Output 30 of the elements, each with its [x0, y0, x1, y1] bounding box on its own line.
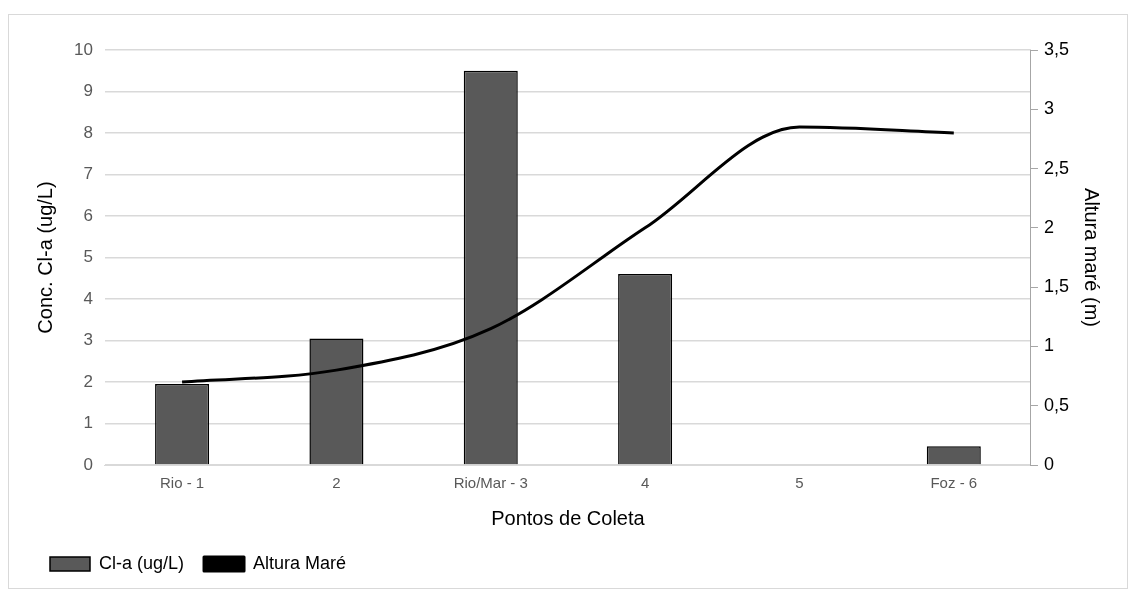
- legend-label: Cl-a (ug/L): [99, 552, 185, 573]
- legend-label: Altura Maré: [253, 552, 347, 573]
- y2-axis-title: Altura maré (m): [1081, 188, 1104, 327]
- y2-tick-label: 0,5: [1043, 394, 1070, 415]
- y-tick-label: 1: [83, 413, 93, 433]
- y2-tick-label: 0: [1043, 453, 1054, 474]
- x-tick-label: 5: [795, 474, 804, 492]
- x-tick-label: Foz - 6: [930, 474, 978, 492]
- x-tick-label: 2: [332, 474, 341, 492]
- y-tick-label: 6: [83, 205, 93, 225]
- y-tick-label: 7: [83, 164, 93, 184]
- x-tick-label: Rio - 1: [159, 474, 205, 492]
- y-axis-title: Conc. Cl-a (ug/L): [33, 181, 56, 334]
- x-tick-label: Rio/Mar - 3: [453, 474, 528, 492]
- y-tick-label: 8: [83, 122, 93, 142]
- y-tick-label: 4: [83, 288, 93, 308]
- y-tick-label: 0: [83, 454, 93, 474]
- y2-tick-label: 1: [1043, 335, 1054, 356]
- y2-tick-label: 3,5: [1043, 38, 1070, 59]
- y-tick-label: 3: [83, 330, 93, 350]
- y-tick-label: 2: [83, 371, 93, 391]
- y2-tick-label: 1,5: [1043, 276, 1070, 297]
- y2-tick-label: 2: [1043, 216, 1054, 237]
- x-tick-label: 4: [640, 474, 650, 492]
- y-tick-label: 5: [83, 247, 93, 267]
- y-tick-label: 10: [73, 39, 93, 59]
- x-axis-title: Pontos de Coleta: [491, 506, 646, 529]
- y2-tick-label: 2,5: [1043, 157, 1070, 178]
- y2-tick-label: 3: [1043, 98, 1054, 119]
- y-tick-label: 9: [83, 81, 93, 101]
